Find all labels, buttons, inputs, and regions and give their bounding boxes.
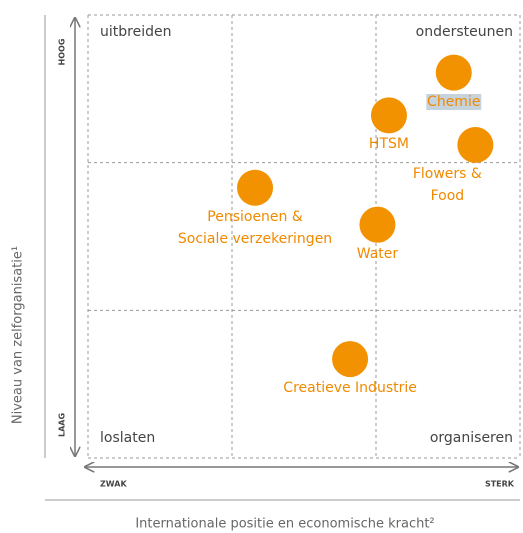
- y-axis-title: Niveau van zelforganisatie¹: [11, 246, 26, 424]
- quadrant-label: organiseren: [430, 430, 513, 446]
- point-label: Creatieve Industrie: [283, 380, 417, 397]
- quadrant-label: ondersteunen: [416, 24, 513, 40]
- quadrant-label: loslaten: [100, 430, 155, 446]
- point: [435, 54, 472, 91]
- x-axis-title: Internationale positie en economische kr…: [135, 517, 434, 532]
- point-label: Chemie: [426, 93, 482, 110]
- point-label: Flowers & Food: [412, 165, 482, 204]
- point: [457, 126, 494, 163]
- y-end-low: LAAG: [58, 413, 67, 437]
- x-end-low: ZWAK: [100, 480, 127, 489]
- y-end-high: HOOG: [58, 39, 67, 66]
- point-label: HTSM: [368, 136, 409, 153]
- point-label: Pensioenen & Sociale verzekeringen: [177, 208, 333, 247]
- quadrant-label: uitbreiden: [100, 24, 171, 40]
- point-label: Water: [356, 245, 399, 262]
- point: [359, 206, 396, 243]
- point: [332, 341, 369, 378]
- point: [370, 97, 407, 134]
- x-end-high: STERK: [485, 480, 515, 489]
- point: [237, 169, 274, 206]
